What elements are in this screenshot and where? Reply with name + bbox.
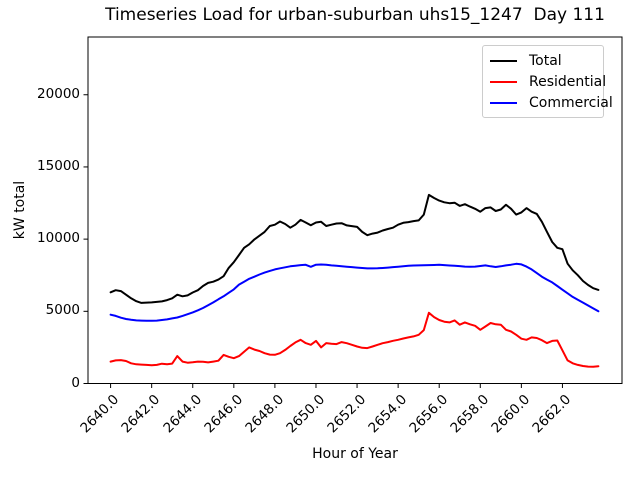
series-line-total (109, 193, 600, 304)
y-axis-label: kW total (12, 180, 28, 240)
legend-label: Residential (529, 73, 607, 90)
legend-label: Total (529, 52, 562, 69)
series-line-residential (109, 311, 600, 368)
residential-line-swatch (490, 80, 517, 83)
total-line-swatch (490, 59, 517, 62)
legend: Total Residential Commercial (482, 45, 613, 118)
axes-frame (87, 36, 623, 384)
y-tick-label: 5000 (45, 302, 80, 319)
legend-entry-total: Total (490, 50, 595, 71)
legend-entry-commercial: Commercial (490, 92, 613, 113)
x-axis-label: Hour of Year (312, 446, 398, 462)
chart-title: Timeseries Load for urban-suburban uhs15… (105, 5, 605, 25)
series-line-commercial (109, 262, 600, 322)
y-tick-label: 20000 (37, 85, 80, 102)
commercial-line-swatch (490, 101, 517, 104)
legend-label: Commercial (529, 94, 613, 111)
legend-entry-residential: Residential (490, 71, 606, 92)
y-tick-label: 15000 (37, 157, 80, 174)
y-tick-label: 10000 (37, 230, 80, 247)
y-tick-label: 0 (71, 374, 80, 391)
